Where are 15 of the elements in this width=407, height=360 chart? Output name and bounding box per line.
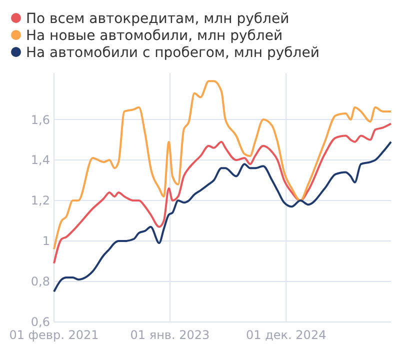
line-series — [53, 80, 392, 250]
y-tick-label: 1,2 — [30, 194, 50, 208]
y-tick-label: 0,6 — [30, 315, 50, 330]
x-tick-label: 01 дек. 2024 — [246, 328, 326, 342]
x-tick-label: 01 февр. 2021 — [9, 328, 99, 342]
line-series — [53, 140, 392, 293]
line-series — [53, 122, 392, 264]
legend-label: На новые автомобили, млн рублей — [26, 28, 283, 44]
legend-label: По всем автокредитам, млн рублей — [26, 10, 290, 27]
y-tick-label: 0,8 — [30, 274, 50, 289]
y-tick-label: 1,6 — [30, 112, 50, 127]
legend-label: На автомобили с пробегом, млн рублей — [26, 44, 320, 61]
x-tick-label: 01 янв. 2023 — [130, 328, 210, 342]
y-tick-label: 1 — [42, 234, 50, 248]
y-tick-label: 1,4 — [30, 153, 50, 168]
